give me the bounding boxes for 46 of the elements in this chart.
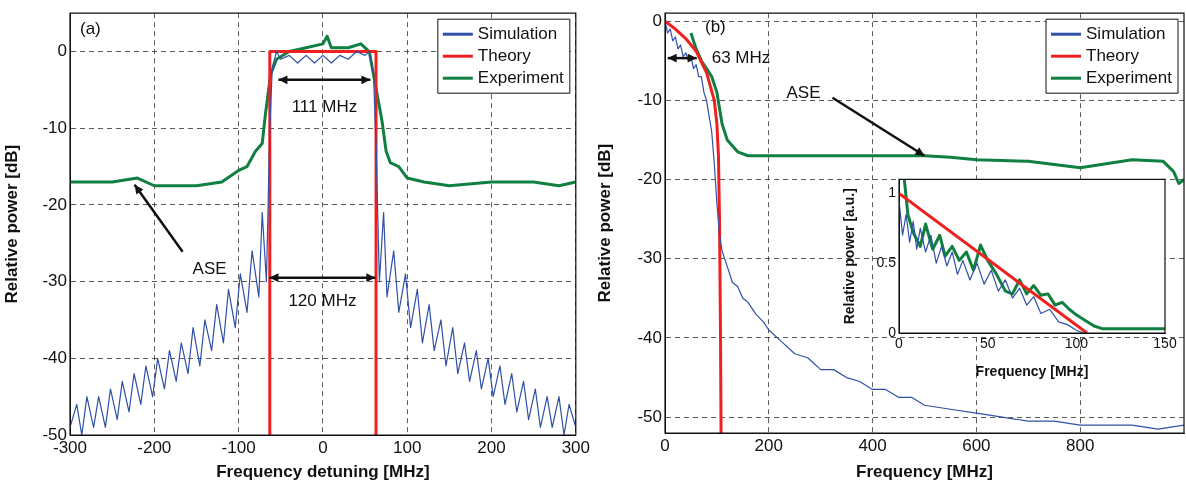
y-tick-label: 0.5 [876,254,897,271]
annotation: (a) [80,18,101,38]
annotation: 111 MHz [291,96,358,116]
x-tick-label: 50 [979,335,996,352]
x-axis-title: Frequency detuning [MHz] [216,462,430,482]
annotation: ASE [786,83,821,103]
x-tick-label: 0 [318,437,328,457]
x-tick-label: -100 [221,437,256,457]
y-axis-title: Relative power [a.u.] [841,188,858,325]
x-tick-label: 600 [962,435,991,455]
x-tick-label: 100 [1064,335,1089,352]
y-tick-label: -10 [42,117,67,137]
y-tick-label: -40 [42,348,67,367]
y-tick-label: -10 [637,90,662,110]
y-tick-label: -20 [42,194,67,214]
legend-label: Theory [1086,45,1140,65]
y-axis-title: Relative power [dB] [594,143,614,303]
x-tick-label: 150 [1153,335,1177,352]
x-tick-label: 300 [561,437,591,457]
y-tick-label: -30 [42,271,67,291]
y-tick-label: 1 [888,184,897,201]
legend-label: Experiment [1086,67,1173,87]
legend-label: Theory [477,45,532,65]
y-axis-title: Relative power [dB] [1,144,21,304]
x-tick-label: -200 [137,437,172,457]
x-axis-title: Frequency [MHz] [856,462,993,482]
y-tick-label: 0 [888,323,897,340]
annotation: ASE [192,259,227,279]
legend-label: Simulation [477,23,558,43]
x-tick-label: 100 [393,437,422,457]
x-tick-label: 200 [477,437,506,457]
x-axis-title: Frequency [MHz] [975,363,1089,380]
y-tick-label: -30 [637,248,662,268]
annotation: 63 MHz [711,47,771,67]
y-tick-label: -40 [637,327,662,347]
y-tick-label: -50 [637,406,662,426]
annotation: (b) [705,16,726,36]
x-tick-label: 400 [858,435,887,455]
y-tick-label: 0 [652,10,662,30]
legend-label: Experiment [477,67,565,87]
annotation: 120 MHz [288,291,357,311]
y-tick-label: 0 [57,41,67,61]
legend-label: Simulation [1086,23,1166,43]
x-tick-label: 200 [754,435,783,455]
x-tick-label: 800 [1066,435,1095,455]
y-tick-label: -20 [637,169,662,189]
